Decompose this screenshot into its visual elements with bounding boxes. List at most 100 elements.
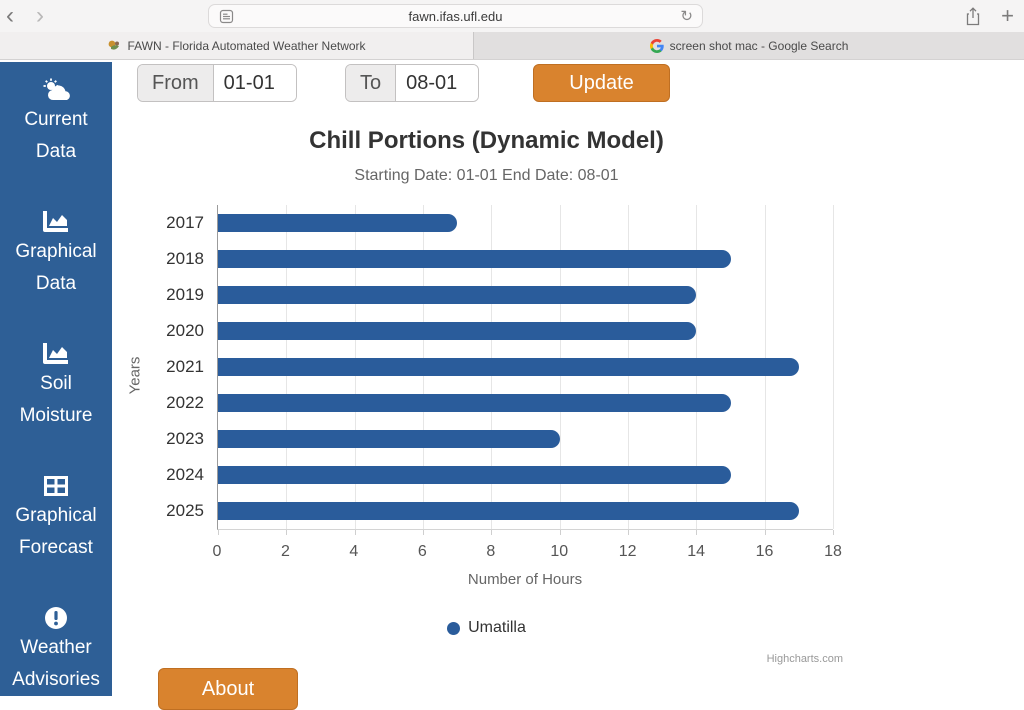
tick-mark — [559, 530, 561, 535]
legend-marker-icon — [447, 621, 461, 635]
sidebar-label: Advisories — [12, 669, 100, 690]
plot-area: 2017 2018 2019 2020 2021 2022 2023 2024 2025 — [166, 205, 834, 535]
sidebar-label: Current — [24, 109, 88, 130]
legend[interactable]: Umatilla — [130, 619, 843, 637]
sidebar-item-weather-advisories[interactable]: Weather Advisories — [12, 604, 100, 696]
cloud-sun-icon — [41, 76, 71, 104]
highcharts-credit[interactable]: Highcharts.com — [766, 653, 843, 665]
x-tick-label-4: 4 — [349, 543, 359, 560]
to-input-group: To — [345, 64, 480, 102]
tick-mark — [218, 530, 219, 535]
tick-mark — [286, 530, 288, 535]
to-date-input[interactable] — [396, 65, 479, 101]
sidebar-item-graphical-data[interactable]: Graphical Data — [15, 208, 97, 300]
chart-area-icon — [42, 340, 69, 368]
tick-mark — [696, 530, 698, 535]
x-tick-label-2: 2 — [280, 543, 290, 560]
bar-row-2024: 2024 — [166, 457, 833, 493]
y-category-label-2019: 2019 — [166, 284, 204, 304]
about-button[interactable]: About — [158, 668, 298, 710]
from-input-group: From — [137, 64, 297, 102]
main-content: From To Update Chill Portions (Dynamic M… — [112, 60, 1024, 710]
bar-row-2018: 2018 — [166, 241, 833, 277]
table-icon — [43, 472, 69, 500]
x-tick-label-12: 12 — [618, 543, 637, 560]
exclamation-circle-icon — [44, 604, 68, 632]
reload-icon[interactable]: ↻ — [680, 8, 693, 25]
gridline-18 — [833, 205, 834, 529]
sidebar-label: Data — [35, 273, 77, 294]
x-axis-tick-labels: 0 2 4 6 8 10 12 14 16 18 — [213, 543, 842, 563]
tick-mark — [354, 530, 356, 535]
sidebar-label: Moisture — [19, 405, 93, 426]
x-tick-label-10: 10 — [550, 543, 569, 560]
browser-toolbar: ‹ › fawn.ifas.ufl.edu ↻ + — [0, 0, 1024, 32]
bar-row-2021: 2021 — [166, 349, 833, 385]
tick-mark — [628, 530, 629, 535]
bar-2022[interactable] — [218, 393, 731, 412]
back-button-icon[interactable]: ‹ — [6, 2, 14, 29]
y-category-label-2021: 2021 — [166, 356, 204, 376]
sidebar-label: Graphical — [15, 241, 97, 262]
y-category-label-2018: 2018 — [166, 248, 204, 268]
bar-2020[interactable] — [218, 321, 697, 340]
x-tick-label-8: 8 — [486, 543, 496, 560]
bar-row-2022: 2022 — [166, 385, 833, 421]
update-button[interactable]: Update — [533, 64, 670, 102]
chart-subtitle: Starting Date: 01-01 End Date: 08-01 — [354, 167, 619, 184]
tick-mark — [491, 530, 493, 535]
chill-portions-chart: Chill Portions (Dynamic Model) Starting … — [126, 115, 843, 675]
bar-row-2020: 2020 — [166, 313, 833, 349]
bar-2018[interactable] — [218, 249, 731, 268]
sidebar-label: Graphical — [15, 505, 97, 526]
y-axis-title: Years — [126, 356, 144, 395]
tab-fawn[interactable]: FAWN - Florida Automated Weather Network — [0, 32, 474, 59]
new-tab-icon[interactable]: + — [1001, 3, 1014, 28]
sidebar-item-graphical-forecast[interactable]: Graphical Forecast — [15, 472, 97, 564]
legend-label: Umatilla — [468, 619, 526, 636]
sidebar-label: Forecast — [19, 537, 93, 558]
tab-google-search[interactable]: screen shot mac - Google Search — [474, 32, 1024, 59]
bar-2017[interactable] — [218, 213, 458, 232]
page-content: Current Data Graphical Data Soil Moistur — [0, 60, 1024, 710]
bar-row-2025: 2025 — [166, 493, 833, 529]
x-tick-label-6: 6 — [417, 543, 427, 560]
chart-title: Chill Portions (Dynamic Model) — [309, 127, 664, 154]
bar-row-2017: 2017 — [166, 205, 833, 241]
bar-2021[interactable] — [218, 357, 799, 376]
x-tick-label-18: 18 — [824, 543, 842, 560]
google-favicon — [649, 38, 664, 53]
url-text: fawn.ifas.ufl.edu — [408, 8, 503, 24]
to-label: To — [346, 65, 397, 101]
chart-area-icon — [42, 208, 69, 236]
tick-mark — [764, 530, 766, 535]
reader-view-icon[interactable] — [219, 9, 234, 24]
bar-2025[interactable] — [218, 501, 799, 520]
x-tick-label-0: 0 — [212, 543, 222, 560]
sidebar-label: Weather — [20, 637, 92, 658]
sidebar-label: Soil — [40, 373, 72, 394]
share-icon[interactable] — [965, 6, 981, 26]
from-date-input[interactable] — [213, 65, 296, 101]
bar-row-2023: 2023 — [166, 421, 833, 457]
x-tick-label-16: 16 — [755, 543, 774, 560]
bar-2023[interactable] — [218, 429, 560, 448]
bar-row-2019: 2019 — [166, 277, 833, 313]
bar-2024[interactable] — [218, 465, 731, 484]
tab-title: screen shot mac - Google Search — [669, 38, 849, 53]
bar-2019[interactable] — [218, 285, 697, 304]
tab-title: FAWN - Florida Automated Weather Network — [127, 38, 366, 53]
from-label: From — [138, 65, 214, 101]
y-category-label-2017: 2017 — [166, 212, 204, 232]
forward-button-icon[interactable]: › — [36, 2, 44, 29]
sidebar-item-soil-moisture[interactable]: Soil Moisture — [19, 340, 93, 432]
sidebar-item-current-data[interactable]: Current Data — [24, 76, 88, 168]
y-category-label-2023: 2023 — [166, 428, 204, 448]
address-bar[interactable]: fawn.ifas.ufl.edu ↻ — [208, 4, 703, 28]
fawn-favicon — [107, 39, 121, 53]
sidebar-label: Data — [35, 141, 77, 162]
y-category-label-2022: 2022 — [166, 392, 204, 412]
tab-bar: FAWN - Florida Automated Weather Network… — [0, 32, 1024, 60]
y-category-label-2024: 2024 — [166, 464, 204, 484]
x-axis-title: Number of Hours — [467, 571, 583, 588]
